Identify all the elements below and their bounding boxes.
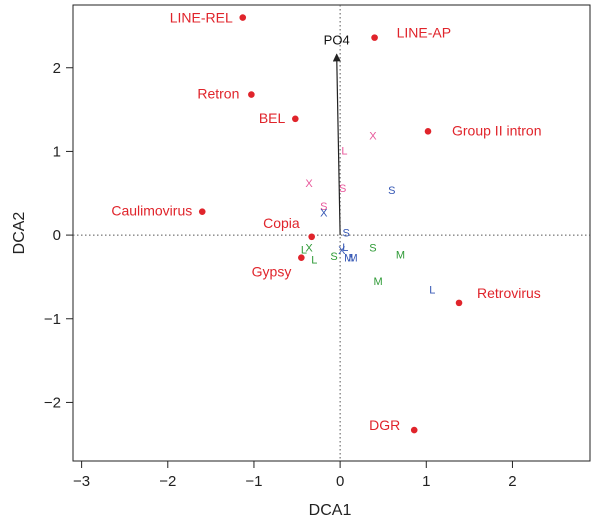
- sample-marker-magenta: X: [305, 178, 313, 190]
- element-point: [308, 233, 315, 241]
- element-label: Gypsy: [252, 264, 292, 280]
- element-label: Copia: [263, 215, 300, 231]
- element-points: LINE-REL LINE-AP Retron BEL Group II intron C…: [111, 10, 542, 434]
- sample-marker-blue: S: [342, 228, 349, 240]
- sample-marker-blue: M: [344, 253, 353, 265]
- y-axis-title: DCA2: [11, 212, 28, 255]
- element-label: LINE-REL: [170, 10, 233, 26]
- x-tick-label: −2: [159, 473, 176, 490]
- sample-marker-green: S: [330, 251, 337, 263]
- x-axis-title: DCA1: [309, 502, 352, 519]
- sample-marker-green: L: [311, 254, 317, 266]
- element-label: Retrovirus: [477, 285, 541, 301]
- environmental-vectors: PO4: [324, 32, 350, 236]
- x-tick-label: 1: [422, 473, 430, 490]
- y-tick-label: −1: [44, 311, 61, 328]
- sample-marker-magenta: X: [369, 131, 377, 143]
- x-tick-label: 2: [508, 473, 516, 490]
- sample-marker-blue: L: [429, 284, 435, 296]
- element-point: [410, 426, 418, 434]
- sample-marker-green: S: [369, 243, 376, 255]
- element-label: BEL: [259, 110, 286, 126]
- vector-arrow: [332, 53, 341, 236]
- y-tick-label: 0: [53, 227, 61, 244]
- element-point: [424, 128, 432, 135]
- reference-lines: [73, 5, 590, 461]
- sample-marker-green: M: [373, 276, 382, 288]
- element-point: [248, 91, 255, 98]
- sample-marker-blue: X: [338, 245, 346, 257]
- y-tick-label: −2: [44, 394, 61, 411]
- element-point: [298, 254, 305, 261]
- y-tick-label: 1: [53, 143, 61, 160]
- sample-marker-magenta: L: [341, 146, 347, 158]
- sample-marker-magenta: S: [320, 201, 327, 213]
- x-tick-label: 0: [336, 473, 344, 490]
- x-tick-label: −3: [73, 473, 90, 490]
- sample-marker-magenta: S: [339, 183, 346, 195]
- sample-marker-green: M: [396, 249, 405, 261]
- sample-marker-green: L: [301, 244, 307, 256]
- sample-marker-green: X: [305, 243, 313, 255]
- element-point: [292, 115, 299, 123]
- element-label: Retron: [197, 86, 239, 102]
- sample-marker-blue: X: [320, 208, 328, 220]
- element-label: LINE-AP: [397, 25, 451, 41]
- y-tick-label: 2: [53, 60, 61, 77]
- element-point: [455, 299, 463, 307]
- element-point: [371, 34, 378, 41]
- element-point: [198, 208, 206, 215]
- element-point: [239, 14, 247, 21]
- element-label: DGR: [369, 417, 400, 433]
- x-tick-label: −1: [245, 473, 262, 490]
- plot-frame: [72, 4, 591, 462]
- sample-marker-blue: M: [348, 253, 357, 265]
- element-label: Group II intron: [452, 122, 542, 138]
- sample-marker-blue: L: [342, 242, 348, 254]
- axis-ticks: −3 −2 −1 0 1 2 −2 −1 0 1 2: [44, 60, 517, 490]
- sample-marker-blue: S: [388, 185, 395, 197]
- element-label: Caulimovirus: [111, 203, 192, 219]
- vector-label: PO4: [324, 32, 350, 47]
